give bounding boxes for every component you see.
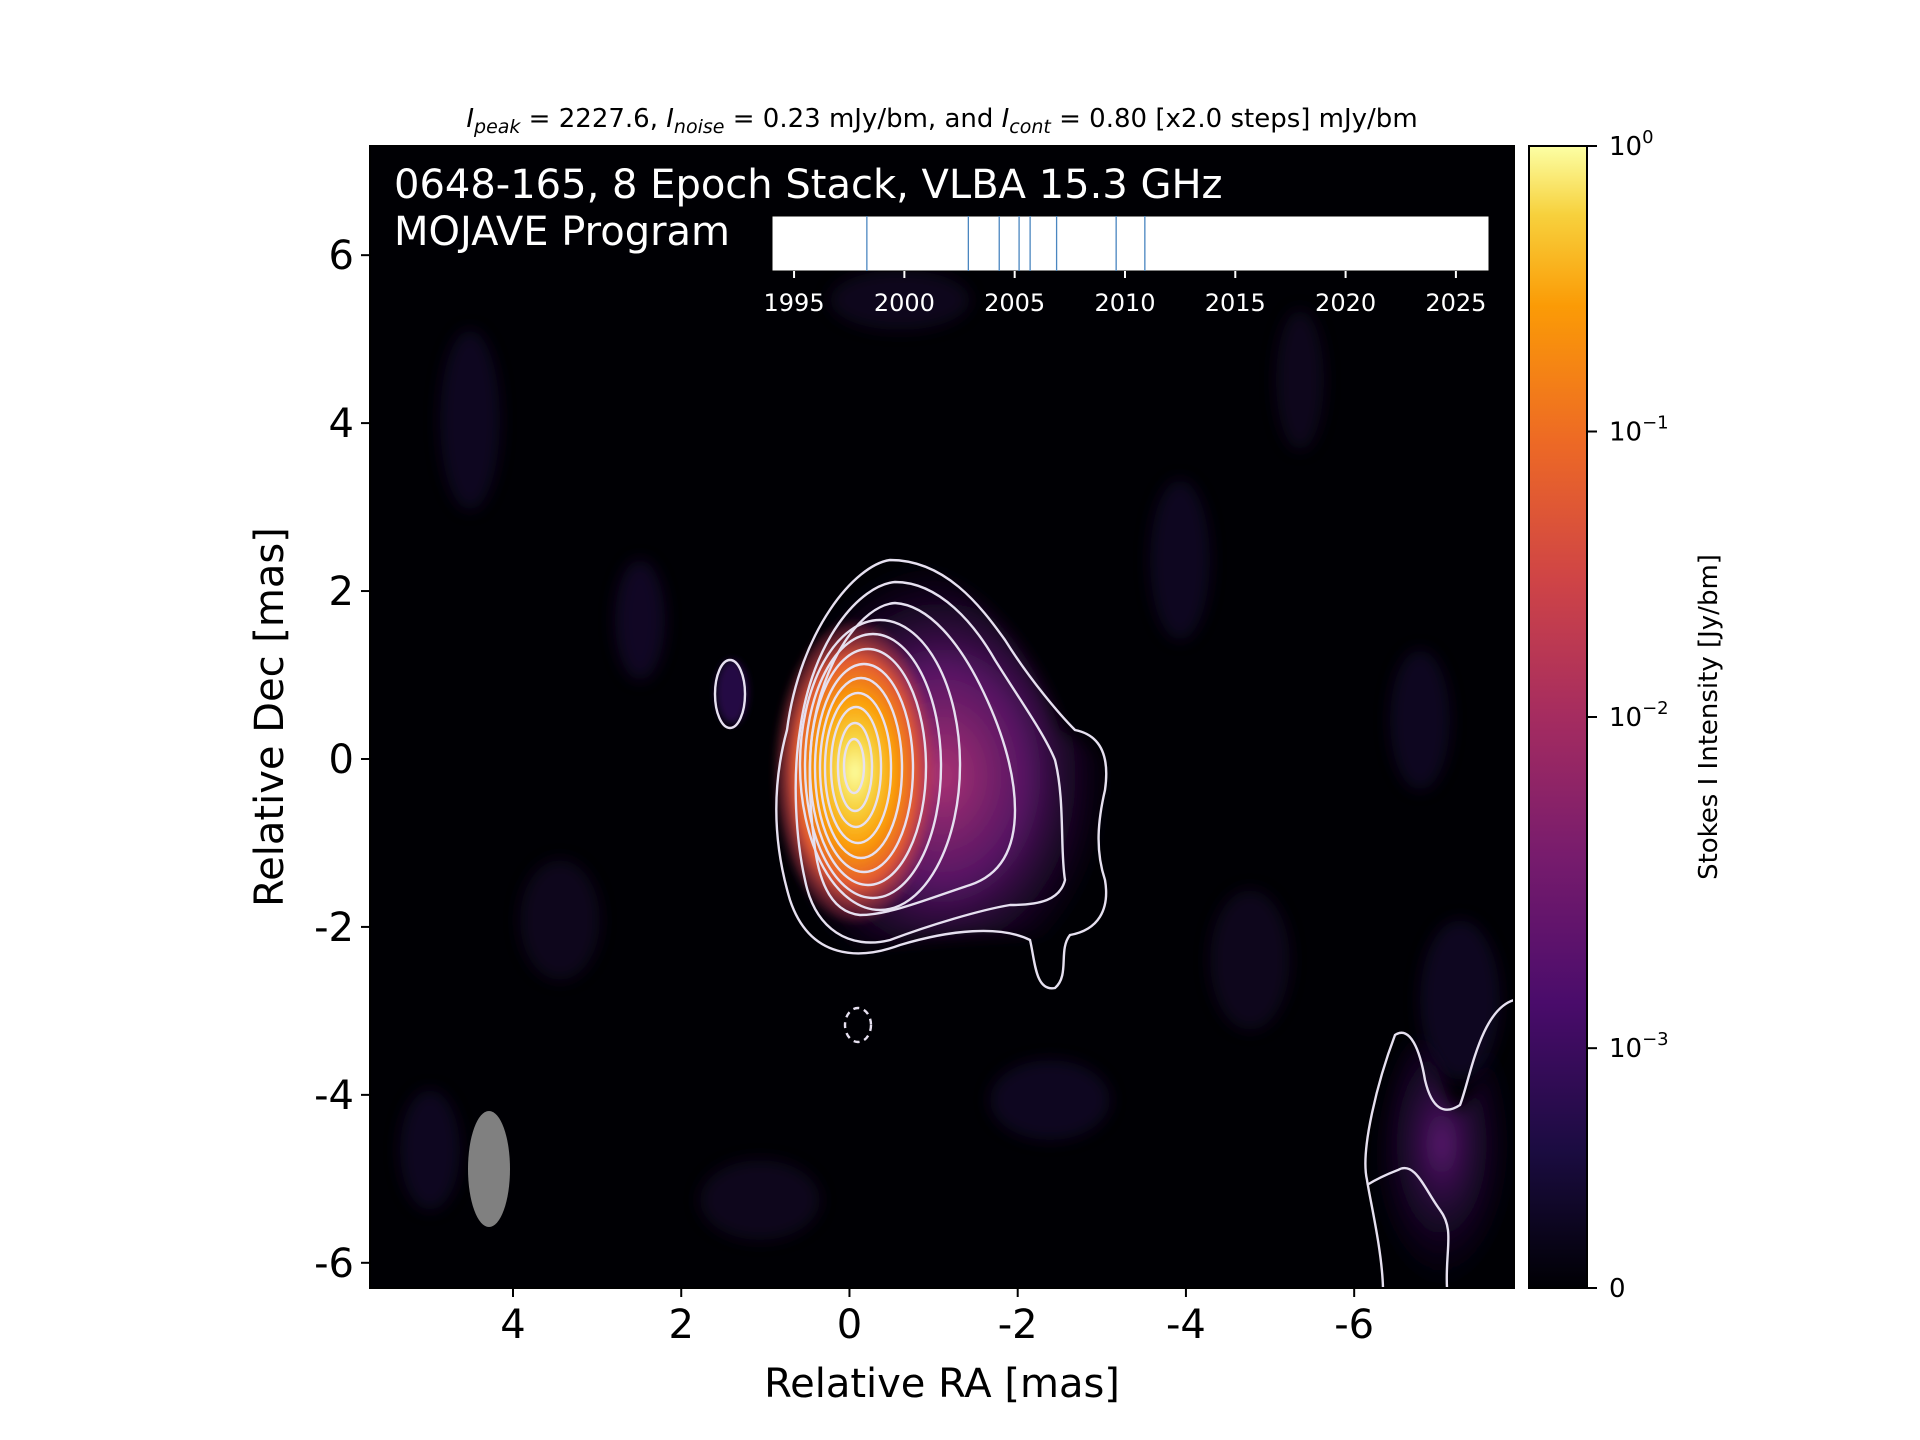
title-part-6: I bbox=[1002, 104, 1010, 134]
x-tick-label: -2 bbox=[998, 1302, 1038, 1348]
colorbar-tick-label: 0 bbox=[1609, 1274, 1626, 1304]
program-label: MOJAVE Program bbox=[394, 209, 730, 255]
contour-lines bbox=[713, 558, 1514, 1288]
beam-ellipse bbox=[468, 1111, 510, 1227]
colorbar-ticks: 0 10−3 10−2 10−1 100 bbox=[1587, 127, 1669, 1304]
colorbar-tick-label: 100 bbox=[1609, 127, 1654, 162]
contour-level-4 bbox=[798, 618, 962, 912]
plot-area bbox=[370, 146, 1514, 1288]
y-tick-label: 2 bbox=[329, 569, 354, 615]
timeline-box bbox=[771, 215, 1490, 272]
contour-level-9 bbox=[823, 691, 893, 845]
timeline-tick-label: 1995 bbox=[764, 289, 825, 317]
chart-title: Ipeak = 2227.6, Inoise = 0.23 mJy/bm, an… bbox=[466, 104, 1417, 138]
contour-level-10 bbox=[829, 705, 883, 829]
title-part-8: = 0.80 [x2.0 steps] mJy/bm bbox=[1051, 104, 1418, 134]
epoch-timeline: 1995 2000 2005 2010 2015 2020 2025 bbox=[764, 215, 1490, 317]
contour-level-3 bbox=[808, 601, 1017, 917]
x-tick-label: 4 bbox=[500, 1302, 525, 1348]
contour-level-7 bbox=[813, 662, 915, 874]
timeline-tick-label: 2015 bbox=[1205, 289, 1266, 317]
y-tick-label: 4 bbox=[329, 401, 354, 447]
y-axis-label: Relative Dec [mas] bbox=[247, 527, 293, 907]
title-part-7: cont bbox=[1009, 116, 1052, 138]
title-part-3: I bbox=[666, 104, 674, 134]
title-part-1: peak bbox=[473, 116, 521, 138]
contour-level-5 bbox=[803, 632, 943, 900]
contour-level-6 bbox=[808, 647, 928, 887]
colorbar: 0 10−3 10−2 10−1 100 Stokes I Intensity [Jy/… bbox=[1528, 127, 1724, 1304]
y-tick-label: -6 bbox=[314, 1241, 354, 1287]
title-part-4: noise bbox=[674, 116, 725, 138]
contour-level-8 bbox=[818, 676, 904, 860]
title-part-0: I bbox=[466, 104, 474, 134]
epoch-lines bbox=[866, 216, 1146, 271]
contour-level-12 bbox=[842, 737, 866, 795]
x-tick-label: 2 bbox=[669, 1302, 694, 1348]
timeline-tick-label: 2020 bbox=[1315, 289, 1376, 317]
colorbar-tick-label: 10−1 bbox=[1609, 413, 1669, 448]
contour-level-1 bbox=[775, 558, 1108, 990]
x-axis-label: Relative RA [mas] bbox=[764, 1361, 1120, 1407]
plot-frame bbox=[369, 145, 1515, 1289]
y-tick-label: 0 bbox=[329, 737, 354, 783]
colorbar-label: Stokes I Intensity [Jy/bm] bbox=[1694, 554, 1724, 880]
title-part-2: = 2227.6, bbox=[520, 104, 666, 134]
y-tick-label: -4 bbox=[314, 1073, 354, 1119]
x-tick-label: -6 bbox=[1334, 1302, 1374, 1348]
timeline-tick-label: 2000 bbox=[874, 289, 935, 317]
timeline-tick-label: 2005 bbox=[984, 289, 1045, 317]
contour-knot-east bbox=[713, 658, 747, 730]
contour-corner-inner bbox=[1366, 1166, 1450, 1288]
y-tick-label: -2 bbox=[314, 905, 354, 951]
contour-level-11 bbox=[836, 721, 874, 813]
colorbar-tick-label: 10−3 bbox=[1609, 1029, 1669, 1064]
title-part-5: = 0.23 mJy/bm, and bbox=[724, 104, 1001, 134]
contour-corner-outer bbox=[1364, 998, 1514, 1288]
colorbar-tick-label: 10−2 bbox=[1609, 698, 1669, 733]
source-label: 0648-165, 8 Epoch Stack, VLBA 15.3 GHz bbox=[394, 162, 1223, 208]
contour-negative bbox=[843, 1006, 873, 1044]
x-tick-label: -4 bbox=[1166, 1302, 1206, 1348]
y-tick-label: 6 bbox=[329, 233, 354, 279]
x-tick-label: 0 bbox=[837, 1302, 862, 1348]
timeline-tick-label: 2010 bbox=[1094, 289, 1155, 317]
timeline-ticks: 1995 2000 2005 2010 2015 2020 2025 bbox=[764, 271, 1486, 317]
colorbar-gradient bbox=[1528, 145, 1588, 1289]
timeline-tick-label: 2025 bbox=[1425, 289, 1486, 317]
plot-axis-ticks: 4 2 0 -2 -4 -6 6 4 2 0 -2 -4 -6 bbox=[314, 233, 1374, 1348]
contour-level-2 bbox=[794, 580, 1067, 944]
